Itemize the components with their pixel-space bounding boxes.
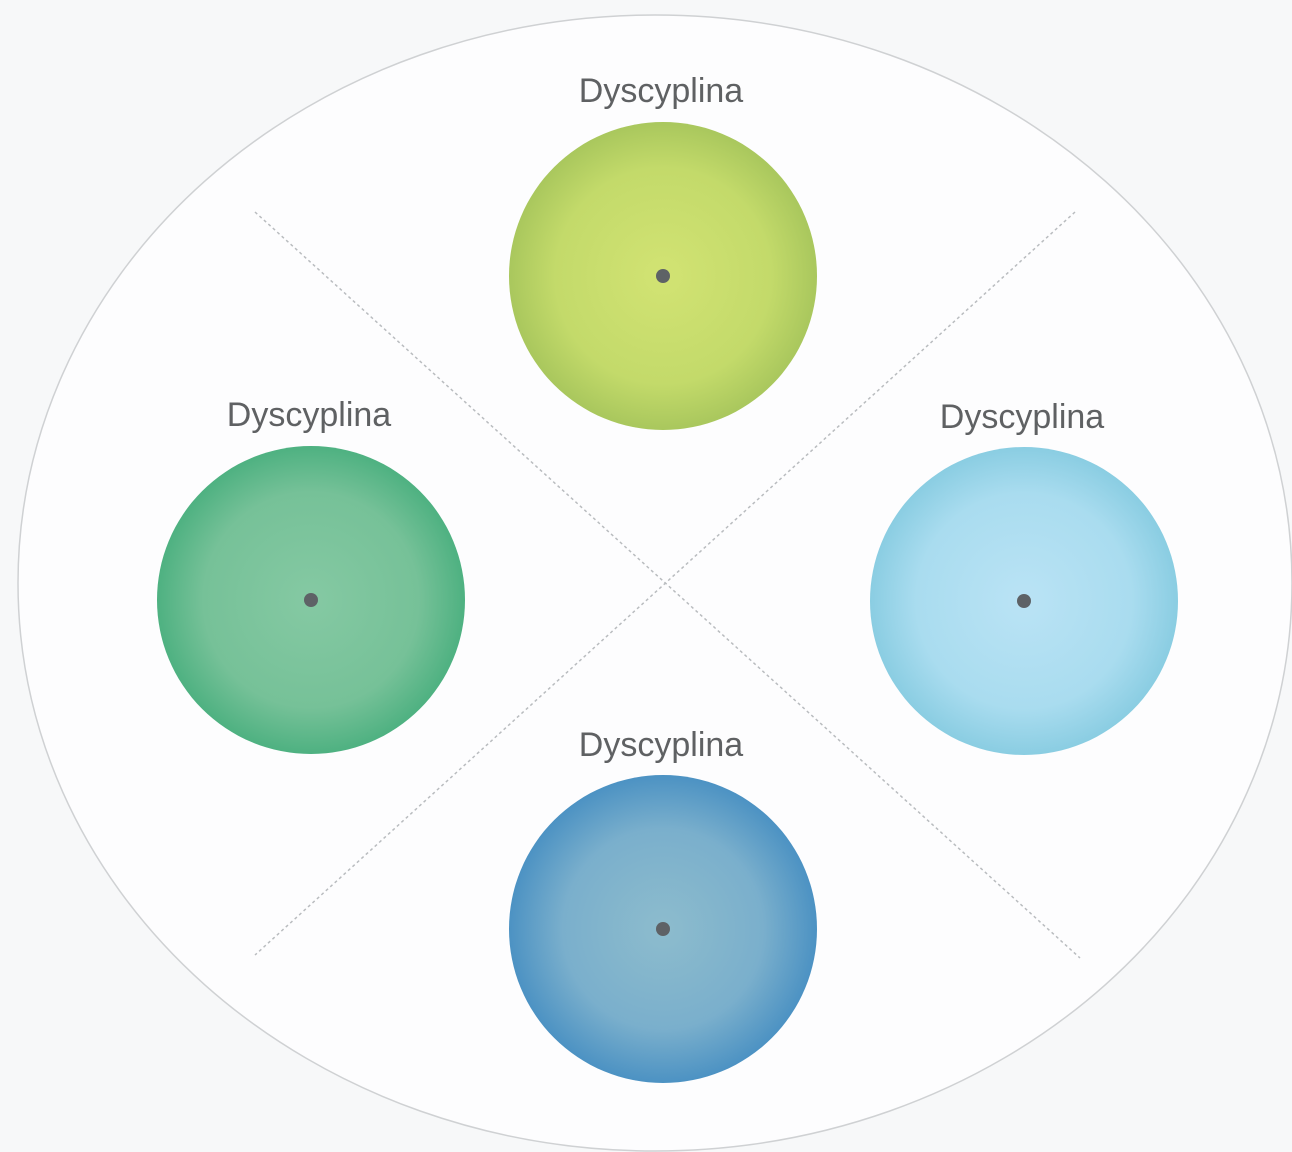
- node-dot: [656, 269, 670, 283]
- node-dot: [304, 593, 318, 607]
- node-dot: [656, 922, 670, 936]
- outer-ellipse: [17, 14, 1292, 1152]
- node-label: Dyscyplina: [579, 72, 743, 110]
- divider: [254, 211, 1076, 956]
- node-label: Dyscyplina: [227, 396, 391, 434]
- node-label: Dyscyplina: [579, 726, 743, 764]
- nodes: Dyscyplina Dyscyplina Dyscyplina Dyscyplina: [157, 72, 1178, 1083]
- node-label: Dyscyplina: [940, 398, 1104, 436]
- divider: [254, 211, 1081, 959]
- node-dot: [1017, 594, 1031, 608]
